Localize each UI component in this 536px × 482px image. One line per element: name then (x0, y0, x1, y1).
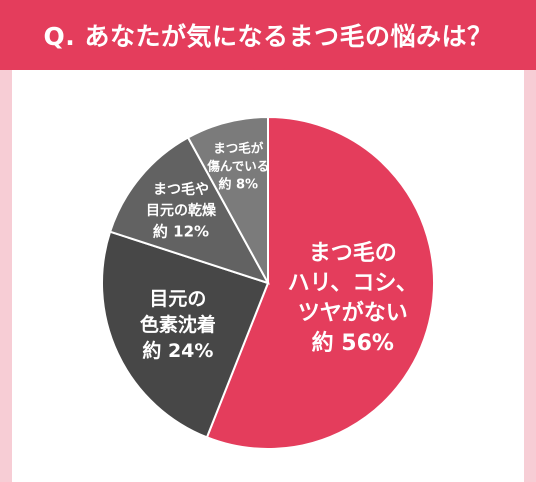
slice-label-line: ハリ、コシ、 (288, 271, 418, 296)
page-title: Q. あなたが気になるまつ毛の悩みは？ (43, 22, 493, 51)
slice-value-label: 約 56% (312, 330, 394, 356)
slice-label-line: まつ毛の (309, 241, 397, 266)
question-header (0, 0, 536, 70)
pie-slice-3 (108, 136, 271, 285)
slice-value-label: 約 8% (218, 177, 258, 193)
slice-label-line: まつ毛が (213, 141, 264, 156)
pie-slice-4 (186, 115, 269, 284)
pie-slice-1 (205, 115, 435, 450)
slice-label-line: まつ毛や (153, 181, 209, 198)
slice-label-line: 傷んでいる (206, 159, 269, 174)
pie-slice-2 (100, 230, 270, 439)
slice-label-line: 目元の (149, 288, 206, 310)
slice-label-line: ツヤがない (298, 300, 408, 326)
slice-label-line: 目元の乾燥 (146, 202, 217, 219)
slice-value-label: 約 24% (142, 339, 213, 362)
slice-value-label: 約 12% (153, 223, 209, 241)
slice-label-line: 色素沈着 (140, 313, 216, 336)
